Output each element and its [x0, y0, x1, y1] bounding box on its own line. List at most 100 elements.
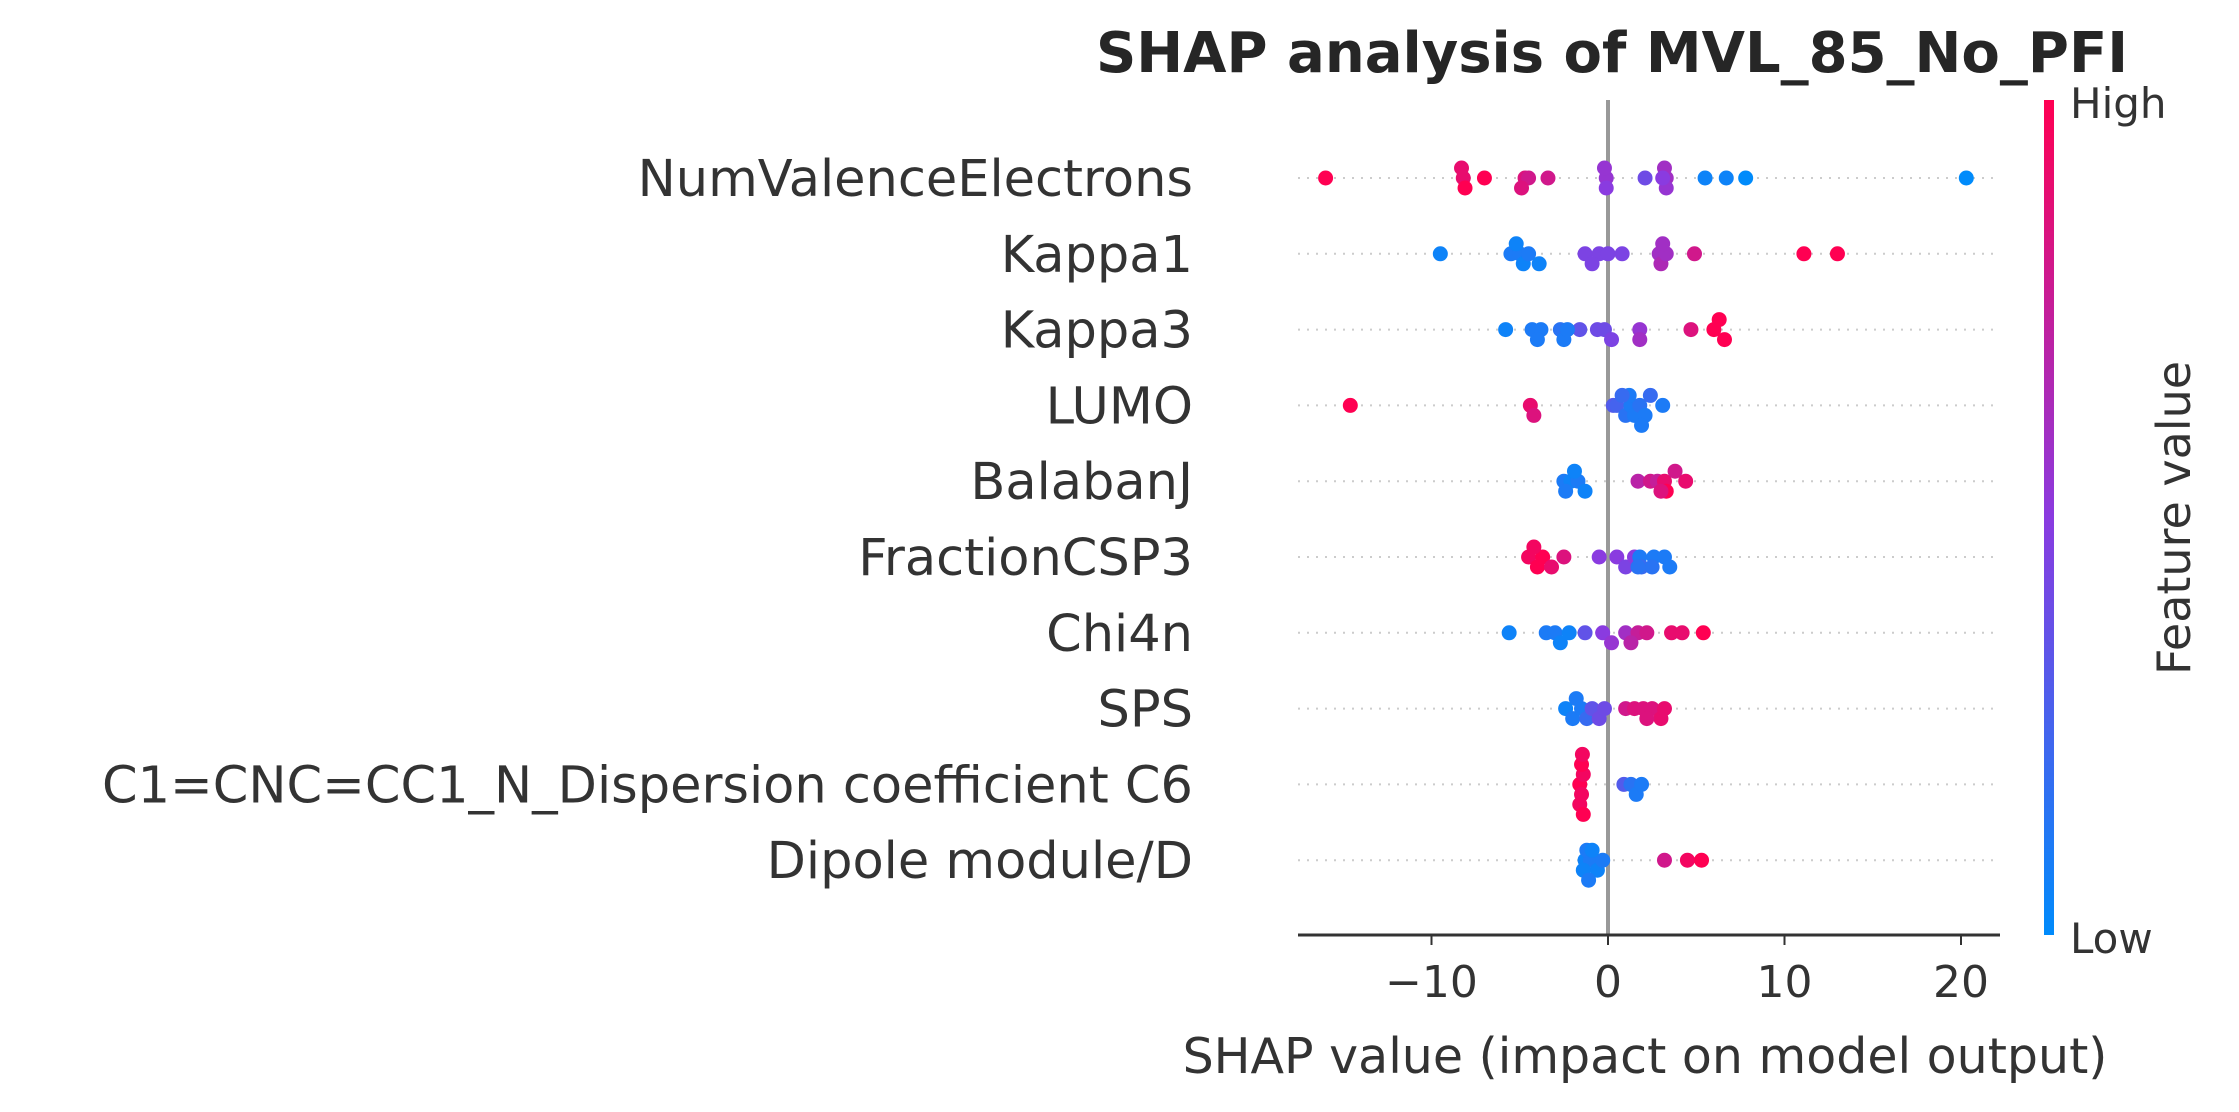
shap-point: [1531, 256, 1547, 272]
shap-point: [1476, 170, 1492, 186]
shap-point: [1644, 559, 1660, 575]
shap-point: [1508, 236, 1524, 252]
feature-label: Chi4n: [1046, 605, 1193, 664]
shap-point: [1559, 322, 1575, 338]
shap-point: [1711, 312, 1727, 328]
shap-point: [1655, 236, 1671, 252]
shap-point: [1686, 246, 1702, 262]
feature-label: LUMO: [1046, 377, 1193, 436]
x-axis-label: SHAP value (impact on model output): [1183, 1028, 2108, 1085]
shap-point: [1501, 625, 1517, 641]
shap-point: [1574, 746, 1590, 762]
shap-point: [1642, 387, 1658, 403]
shap-point: [1604, 332, 1620, 348]
shap-point: [1591, 549, 1607, 565]
colorbar-title: Feature value: [2147, 361, 2201, 675]
shap-point: [1632, 332, 1648, 348]
feature-label: BalabanJ: [970, 453, 1193, 512]
shap-point: [1514, 180, 1530, 196]
shap-point: [1558, 483, 1574, 499]
feature-label: SPS: [1097, 681, 1193, 740]
shap-point: [1595, 625, 1611, 641]
shap-point: [1653, 483, 1669, 499]
shap-point: [1958, 170, 1974, 186]
shap-point: [1568, 691, 1584, 707]
shap-point: [1596, 160, 1612, 176]
shap-point: [1318, 170, 1334, 186]
x-axis: −10 0 10 20: [1298, 933, 2000, 1008]
shap-point: [1674, 625, 1690, 641]
shap-point: [1618, 559, 1634, 575]
shap-point: [1655, 397, 1671, 413]
shap-point: [1577, 483, 1593, 499]
shap-point: [1565, 711, 1581, 727]
colorbar-high-label: High: [2070, 79, 2167, 128]
shap-point: [1662, 559, 1678, 575]
shap-point: [1639, 625, 1655, 641]
shap-point: [1694, 852, 1710, 868]
shap-point: [1432, 246, 1448, 262]
shap-point: [1796, 246, 1812, 262]
shap-point: [1540, 170, 1556, 186]
shap-point: [1679, 852, 1695, 868]
colorbar: High Low Feature value: [2044, 79, 2201, 963]
shap-point: [1634, 417, 1650, 433]
shap-point: [1630, 473, 1646, 489]
colorbar-gradient: [2044, 100, 2054, 935]
shap-point: [1656, 852, 1672, 868]
shap-point: [1575, 806, 1591, 822]
shap-point: [1529, 332, 1545, 348]
shap-point: [1609, 549, 1625, 565]
shap-point: [1738, 170, 1754, 186]
shap-point: [1596, 701, 1612, 717]
shap-point: [1572, 322, 1588, 338]
shap-point: [1454, 160, 1470, 176]
shap-point: [1829, 246, 1845, 262]
shap-point: [1598, 180, 1614, 196]
shap-point: [1566, 463, 1582, 479]
shap-point: [1716, 332, 1732, 348]
shap-point: [1521, 246, 1537, 262]
x-tick-label: 0: [1594, 957, 1622, 1008]
shap-point: [1561, 625, 1577, 641]
shap-point: [1623, 635, 1639, 651]
shap-point: [1695, 625, 1711, 641]
shap-point: [1639, 711, 1655, 727]
shap-point: [1634, 776, 1650, 792]
shap-point: [1342, 397, 1358, 413]
shap-point: [1614, 246, 1630, 262]
shap-point: [1535, 549, 1551, 565]
shap-point: [1683, 322, 1699, 338]
feature-label: Kappa3: [1001, 302, 1193, 361]
shap-point: [1718, 170, 1734, 186]
shap-point: [1584, 842, 1600, 858]
feature-label: Kappa1: [1001, 226, 1193, 285]
feature-label: Dipole module/D: [767, 832, 1193, 891]
feature-label: NumValenceElectrons: [638, 150, 1193, 209]
shap-point: [1614, 387, 1630, 403]
shap-point: [1637, 170, 1653, 186]
shap-point: [1584, 256, 1600, 272]
shap-point: [1498, 322, 1514, 338]
shap-point: [1630, 559, 1646, 575]
shap-point: [1667, 463, 1683, 479]
shap-point: [1556, 549, 1572, 565]
feature-label: FractionCSP3: [858, 529, 1193, 588]
shap-point: [1678, 473, 1694, 489]
shap-point: [1600, 246, 1616, 262]
chart-title: SHAP analysis of MVL_85_No_PFI: [1096, 21, 2128, 86]
colorbar-low-label: Low: [2070, 914, 2153, 963]
feature-label: C1=CNC=CC1_N_Dispersion coefficient C6: [102, 756, 1193, 815]
feature-rows: NumValenceElectrons Kappa1 Kappa3 LUMO Balab…: [102, 150, 2000, 891]
shap-point: [1457, 180, 1473, 196]
x-tick-label: −10: [1385, 957, 1478, 1008]
shap-point: [1697, 170, 1713, 186]
shap-point: [1656, 701, 1672, 717]
shap-point: [1552, 635, 1568, 651]
shap-point: [1526, 407, 1542, 423]
shap-point: [1526, 539, 1542, 555]
shap-point: [1655, 170, 1671, 186]
shap-point: [1544, 559, 1560, 575]
shap-point: [1595, 852, 1611, 868]
